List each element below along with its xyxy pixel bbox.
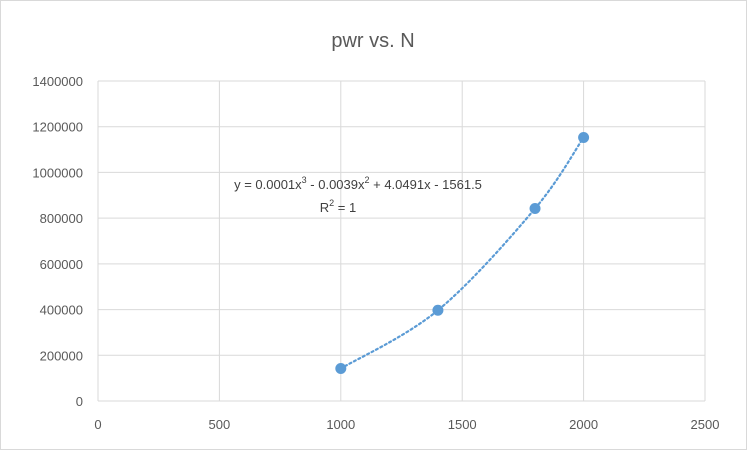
trendline-path xyxy=(339,136,585,370)
y-tick-label: 1200000 xyxy=(32,120,83,135)
y-tick-label: 1000000 xyxy=(32,165,83,180)
eq-part-c: + 4.0491x - 1561.5 xyxy=(370,177,482,192)
gridlines xyxy=(98,80,706,401)
chart-title: pwr vs. N xyxy=(331,30,414,52)
x-tick-label: 0 xyxy=(94,417,101,432)
r2-value: = 1 xyxy=(334,200,356,215)
y-tick-label: 600000 xyxy=(40,257,83,272)
x-tick-label: 500 xyxy=(209,417,231,432)
x-tick-label: 2500 xyxy=(691,417,720,432)
axes xyxy=(97,81,705,402)
r2-exp: 2 xyxy=(329,198,334,208)
trendline xyxy=(339,136,585,370)
x-tick-label: 1000 xyxy=(326,417,355,432)
r-squared: R2 = 1 xyxy=(320,198,356,215)
data-point xyxy=(335,363,347,375)
y-tick-label: 1400000 xyxy=(32,74,83,89)
x-tick-label: 1500 xyxy=(448,417,477,432)
y-tick-label: 800000 xyxy=(40,211,83,226)
data-point xyxy=(432,304,444,316)
eq-exp-b: 2 xyxy=(365,175,370,185)
data-points xyxy=(335,131,590,375)
y-tick-labels: 0 200000 400000 600000 800000 1000000 1200000 1… xyxy=(32,74,83,409)
trendline-equation: y = 0.0001x3 - 0.0039x2 + 4.0491x - 1561… xyxy=(234,175,482,192)
x-tick-labels: 0 500 1000 1500 2000 2500 xyxy=(94,417,719,432)
y-tick-label: 400000 xyxy=(40,303,83,318)
data-point xyxy=(529,203,541,215)
x-tick-label: 2000 xyxy=(569,417,598,432)
y-tick-label: 0 xyxy=(76,394,83,409)
eq-exp-a: 3 xyxy=(302,175,307,185)
r2-label: R xyxy=(320,200,329,215)
y-tick-label: 200000 xyxy=(40,348,83,363)
eq-part-b: - 0.0039x xyxy=(307,177,365,192)
eq-part-a: y = 0.0001x xyxy=(234,177,302,192)
data-point xyxy=(578,131,590,143)
